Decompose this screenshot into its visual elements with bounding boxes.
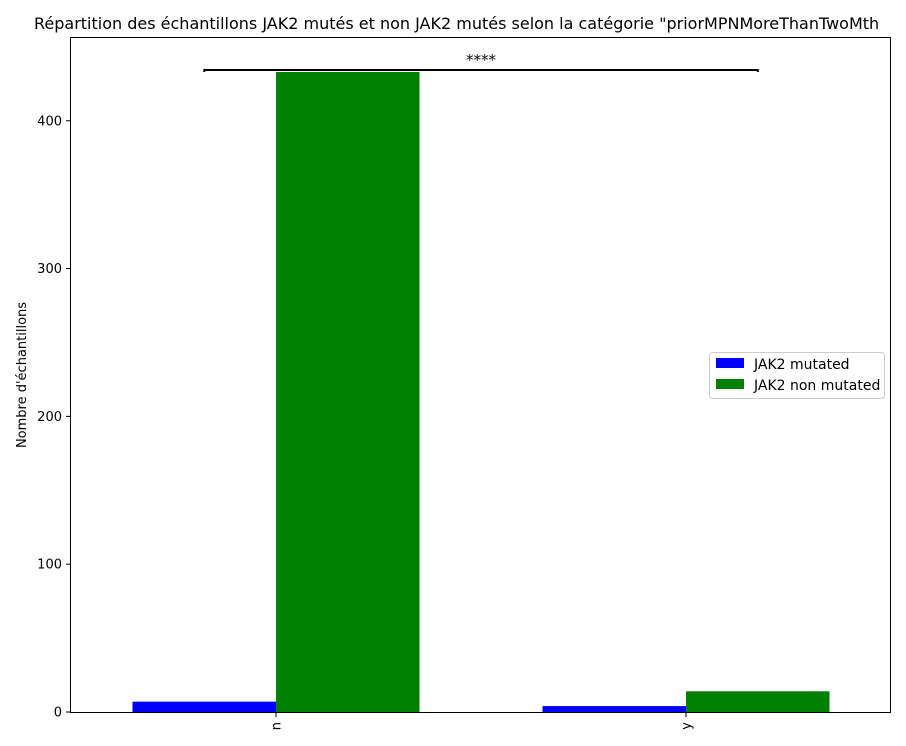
y-tick-label: 300	[37, 262, 62, 277]
legend-label-jak2-mutated: JAK2 mutated	[753, 357, 850, 373]
chart-title: Répartition des échantillons JAK2 mutés …	[34, 14, 879, 33]
plot-frame	[70, 37, 891, 713]
legend-label-jak2-non-mutated: JAK2 non mutated	[753, 378, 880, 394]
significance-label: ****	[466, 51, 497, 69]
significance-bracket-line	[203, 69, 759, 72]
y-tick-label: 200	[37, 410, 62, 425]
y-tick-label: 0	[54, 706, 62, 721]
significance-bracket: ****	[203, 51, 759, 72]
legend-swatch-jak2-mutated	[716, 358, 744, 368]
y-tick-label: 100	[37, 558, 62, 573]
legend: JAK2 mutated JAK2 non mutated	[709, 352, 885, 399]
plot-area: 0 100 200 300 400 n y	[37, 72, 830, 730]
bar-jak2-mutated-n	[132, 701, 276, 712]
bar-jak2-non-mutated-y	[686, 691, 830, 712]
legend-swatch-jak2-non-mutated	[716, 379, 744, 389]
x-tick-label-y: y	[680, 722, 695, 730]
bar-jak2-non-mutated-n	[276, 72, 420, 712]
legend-frame	[709, 352, 885, 399]
y-tick-label: 400	[37, 114, 62, 129]
x-tick-label-n: n	[270, 722, 285, 730]
bar-jak2-mutated-y	[542, 706, 686, 712]
y-axis-label: Nombre d'échantillons	[15, 302, 30, 448]
